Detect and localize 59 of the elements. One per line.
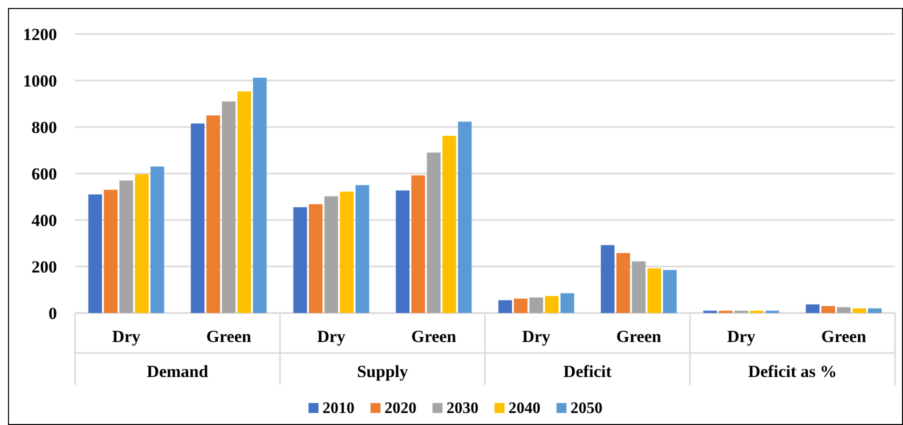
bar	[458, 122, 472, 313]
bar	[806, 304, 820, 313]
y-tick-label: 0	[48, 304, 57, 323]
x-tick-label: Green	[206, 327, 252, 346]
text: Deficit	[563, 362, 612, 381]
bar	[104, 190, 118, 313]
bar	[662, 270, 677, 313]
x-tick-label: Green	[821, 327, 867, 346]
legend-label: 2030	[446, 400, 478, 417]
bar	[396, 190, 410, 313]
bar	[206, 115, 220, 313]
bar	[190, 124, 205, 313]
bar	[632, 261, 646, 313]
bar	[150, 166, 164, 313]
bar	[222, 101, 236, 313]
bar	[868, 308, 882, 313]
bar	[442, 136, 456, 313]
bar	[237, 91, 252, 313]
bar	[836, 307, 851, 313]
x-tick-label: Green	[616, 327, 662, 346]
bar	[293, 207, 308, 313]
bar	[134, 174, 149, 313]
bar	[514, 298, 528, 313]
bar	[600, 245, 615, 313]
y-tick-label: 1000	[23, 71, 57, 90]
bar	[821, 306, 836, 313]
bar	[498, 300, 512, 313]
y-tick-label: 1200	[23, 24, 57, 44]
x-tick-label: Dry	[317, 327, 346, 346]
bar	[426, 152, 441, 313]
x-tick-label: Dry	[112, 327, 141, 346]
bar	[616, 253, 630, 313]
bar	[647, 268, 662, 313]
y-tick-label: 200	[32, 257, 57, 276]
y-tick-label: 800	[32, 118, 57, 137]
bar	[340, 192, 354, 313]
text: Deficit as %	[748, 362, 837, 381]
text: Demand	[146, 362, 209, 381]
bar	[252, 78, 267, 313]
bar	[88, 194, 102, 313]
bar	[355, 185, 370, 313]
bar	[324, 196, 338, 313]
bar	[119, 180, 134, 313]
bar	[411, 175, 426, 313]
x-tick-label: Dry	[727, 327, 756, 346]
bar	[529, 297, 544, 313]
x-tick-label: Dry	[522, 327, 551, 346]
legend-label: 2040	[508, 400, 540, 417]
y-tick-label: 400	[32, 210, 57, 230]
bar	[560, 293, 574, 313]
legend-label: 2050	[570, 400, 602, 417]
legend-label: 2010	[322, 400, 354, 417]
bar	[308, 204, 323, 313]
legend-label: 2020	[384, 400, 416, 417]
text: Supply	[356, 362, 409, 381]
x-tick-label: Green	[411, 327, 457, 346]
bar	[544, 296, 559, 313]
y-tick-label: 600	[32, 164, 57, 184]
bar	[852, 308, 866, 313]
